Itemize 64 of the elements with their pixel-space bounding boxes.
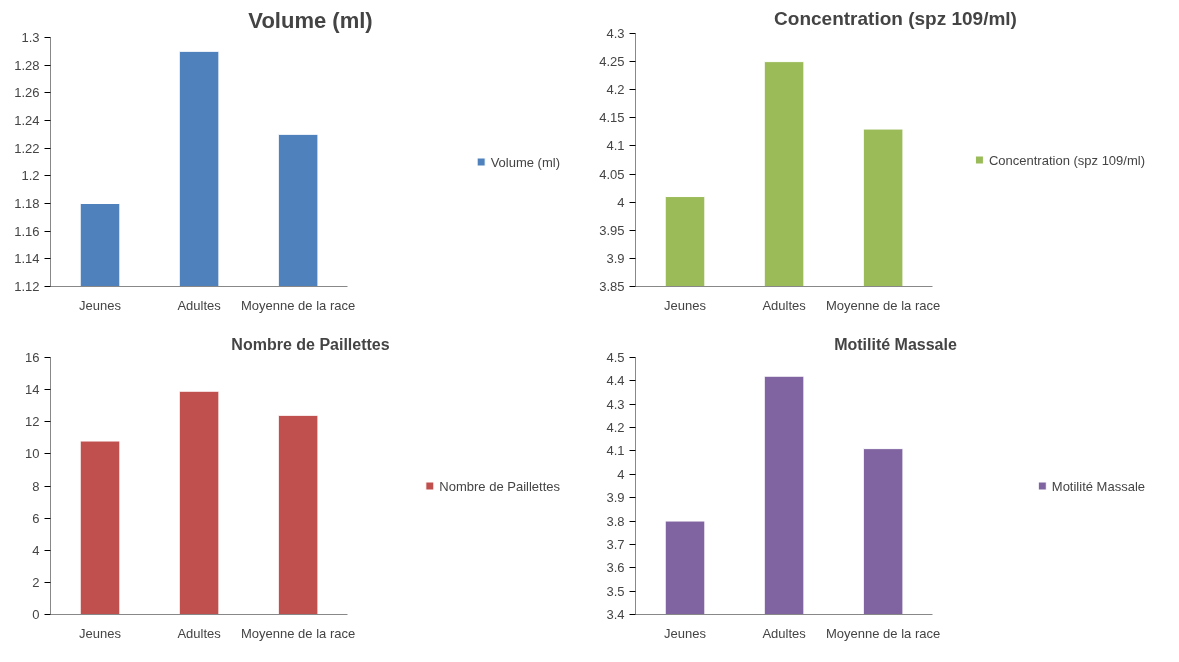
y-tick-label: 4.4	[606, 373, 625, 389]
y-tick-label: 3.5	[606, 583, 625, 599]
y-tick-label: 16	[25, 350, 40, 366]
y-tick-label: 1.16	[14, 223, 40, 239]
x-tick-label: Adultes	[177, 625, 222, 641]
chart-title: Concentration (spz 109/ml)	[774, 7, 1017, 29]
bar	[79, 440, 121, 615]
y-tick-label: 4.15	[599, 110, 625, 126]
bar	[277, 415, 319, 615]
x-tick-label: Adultes	[762, 297, 807, 313]
y-tick-label: 4.2	[606, 420, 625, 436]
y-tick-label: 10	[25, 446, 40, 462]
y-tick-label: 4.2	[606, 82, 625, 98]
x-tick-label: Adultes	[762, 625, 807, 641]
x-tick-label: Moyenne de la race	[826, 297, 941, 313]
y-tick-label: 14	[25, 382, 40, 398]
y-tick-label: 3.9	[606, 490, 625, 506]
x-tick-label: Jeunes	[79, 297, 122, 313]
legend-label: Motilité Massale	[1051, 478, 1145, 494]
y-tick-label: 3.95	[599, 222, 625, 238]
y-tick-label: 4	[32, 543, 40, 559]
legend-label: Concentration (spz 109/ml)	[988, 152, 1145, 167]
y-tick-label: 1.24	[14, 113, 40, 128]
y-tick-label: 4.05	[599, 166, 625, 182]
y-tick-label: 3.9	[606, 250, 625, 266]
y-tick-label: 3.85	[599, 279, 625, 294]
y-tick-label: 3.6	[606, 560, 625, 576]
y-tick-label: 4	[617, 467, 625, 483]
chart-title: Nombre de Paillettes	[231, 335, 390, 353]
y-tick-label: 1.12	[14, 279, 40, 294]
x-tick-label: Jeunes	[664, 297, 707, 313]
y-tick-label: 0	[32, 607, 40, 623]
y-tick-label: 12	[25, 414, 40, 430]
y-tick-label: 3.7	[606, 537, 625, 553]
chart-title: Motilité Massale	[834, 335, 957, 353]
y-tick-label: 4.5	[606, 350, 625, 366]
x-tick-label: Moyenne de la race	[826, 625, 941, 641]
y-tick-label: 1.14	[14, 251, 40, 267]
y-tick-label: 4	[617, 194, 625, 210]
y-tick-label: 1.18	[14, 196, 40, 211]
y-tick-label: 4.3	[606, 397, 625, 413]
x-tick-label: Moyenne de la race	[241, 297, 356, 313]
y-tick-label: 4.25	[599, 54, 625, 70]
y-tick-label: 4.1	[606, 443, 625, 459]
y-tick-label: 1.26	[14, 85, 40, 101]
y-tick-label: 1.2	[21, 168, 40, 184]
y-tick-label: 4.1	[606, 138, 625, 154]
y-tick-label: 1.22	[14, 140, 40, 156]
x-tick-label: Moyenne de la race	[241, 625, 356, 641]
y-tick-label: 3.8	[606, 513, 625, 529]
bar	[178, 391, 220, 615]
y-tick-label: 6	[32, 510, 40, 526]
y-tick-label: 2	[32, 575, 40, 591]
y-tick-label: 1.28	[14, 57, 40, 73]
y-tick-label: 8	[32, 478, 40, 494]
y-tick-label: 1.3	[21, 30, 40, 45]
x-tick-label: Jeunes	[664, 625, 707, 641]
legend-label: Volume (ml)	[490, 154, 560, 169]
y-tick-label: 3.4	[606, 607, 625, 623]
y-tick-label: 4.3	[606, 26, 625, 41]
x-tick-label: Adultes	[177, 297, 222, 313]
legend-label: Nombre de Paillettes	[439, 478, 560, 494]
chart-title: Volume (ml)	[248, 7, 373, 33]
x-tick-label: Jeunes	[79, 625, 122, 641]
